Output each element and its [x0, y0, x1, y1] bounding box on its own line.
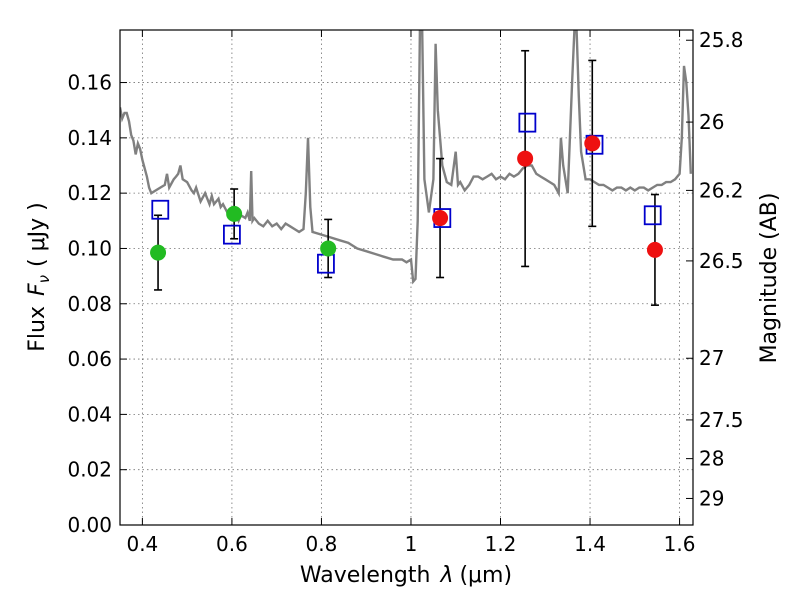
y2-tick-label: 29	[699, 486, 724, 510]
y2-tick-label: 26	[699, 110, 724, 134]
synthetic-point	[317, 253, 335, 274]
plot-frame	[119, 29, 694, 526]
y2-tick-label: 26.2	[699, 178, 744, 202]
data-points-layer	[150, 49, 663, 306]
y2-axis-label: Magnitude (AB)	[757, 193, 782, 364]
y2-tick-label: 26.5	[699, 249, 744, 273]
ticks-layer: 0.4 0.6 0.8 1 1.2 1.4 1.6 0.00 0.02 0.04 0.06 0.08 0…	[67, 28, 743, 556]
grid-layer	[120, 30, 693, 525]
y-tick-label: 0.16	[67, 71, 112, 95]
y-tick-label: 0.04	[67, 402, 112, 426]
x-tick-label: 1.2	[485, 532, 517, 556]
y-tick-label: 0.10	[67, 236, 112, 260]
y-tick-label: 0.14	[67, 126, 112, 150]
synthetic-point	[223, 224, 241, 245]
synthetic-point	[151, 199, 170, 220]
y-tick-label: 0.00	[67, 513, 112, 537]
synthetic-point	[643, 205, 662, 226]
y-axis-label: FluxFν( μJy )	[25, 202, 53, 351]
measured-point	[226, 205, 243, 222]
model-spectrum-layer	[120, 30, 692, 285]
y-tick-label: 0.12	[67, 181, 112, 205]
x-tick-label: 0.4	[126, 532, 158, 556]
y2-tick-label: 27	[699, 346, 724, 370]
measured-point	[320, 240, 337, 257]
x-tick-label: 0.8	[306, 532, 338, 556]
y2-tick-label: 27.5	[699, 408, 744, 432]
y-tick-label: 0.06	[67, 347, 112, 371]
x-axis-label: Wavelength λ (μm)	[300, 563, 512, 588]
measured-point	[150, 244, 167, 261]
model-spectrum-line	[120, 30, 692, 285]
y-tick-label: 0.02	[67, 458, 112, 482]
x-tick-label: 0.6	[216, 532, 248, 556]
synthetic-point	[518, 112, 537, 133]
measured-point	[584, 135, 601, 152]
y2-tick-label: 28	[699, 447, 724, 471]
measured-point	[432, 210, 449, 227]
x-tick-label: 1	[405, 532, 418, 556]
measured-point	[646, 241, 663, 258]
y-tick-label: 0.08	[67, 292, 112, 316]
x-tick-label: 1.4	[574, 532, 606, 556]
y2-tick-label: 25.8	[699, 28, 744, 52]
x-tick-label: 1.6	[664, 532, 696, 556]
measured-point	[517, 150, 534, 167]
